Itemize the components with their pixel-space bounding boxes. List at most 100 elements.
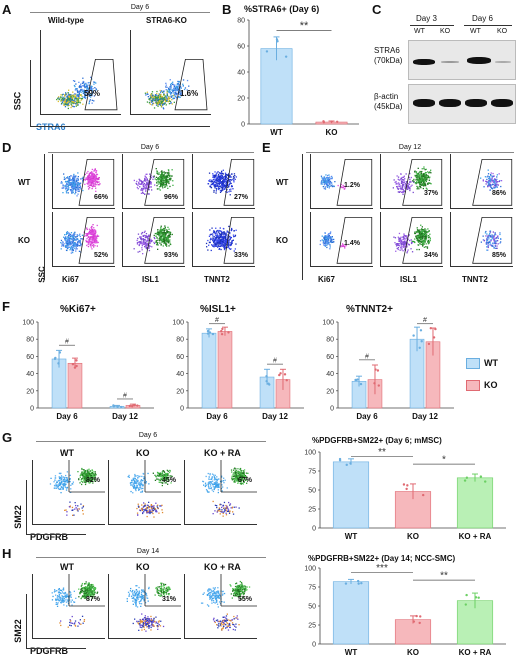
y-tick-label: 100	[304, 566, 316, 573]
y-tick-label: 60	[176, 354, 184, 361]
bar	[457, 478, 493, 528]
scatter-dots	[481, 230, 502, 250]
y-tick-label: 100	[22, 320, 34, 327]
data-point	[131, 405, 133, 407]
pct-h-ra: 55%	[238, 596, 252, 603]
panel-label-h: H	[2, 546, 11, 561]
data-point	[227, 331, 229, 333]
panel-g-day: Day 6	[118, 432, 178, 439]
data-point	[116, 406, 118, 408]
data-point	[75, 365, 77, 367]
panel-d-x-isl1: ISL1	[142, 275, 159, 284]
x-tick-label: Day 12	[112, 412, 138, 421]
sig-label: **	[300, 20, 309, 32]
panel-d-day: Day 6	[120, 144, 180, 151]
data-point	[346, 464, 348, 466]
data-point	[221, 333, 223, 335]
y-tick-label: 0	[180, 406, 184, 413]
sig-label: #	[423, 317, 427, 324]
flow-plot-a-ko	[130, 30, 211, 115]
bar	[218, 331, 232, 408]
legend-f: WT KO	[466, 352, 498, 396]
panel-a-ylabel: SSC	[12, 92, 22, 111]
y-tick-label: 0	[312, 642, 316, 649]
data-point	[419, 615, 421, 617]
data-point	[345, 582, 347, 584]
pct-d-wt-ki67: 66%	[94, 194, 108, 201]
scatter-dots	[134, 225, 174, 254]
data-point	[428, 343, 430, 345]
y-tick-label: 40	[326, 371, 334, 378]
sig-label: ***	[376, 563, 388, 574]
x-tick-label: Day 12	[412, 412, 438, 421]
sig-label: #	[65, 339, 69, 346]
sig-label: *	[442, 455, 446, 466]
data-point	[265, 380, 267, 382]
lane-ko-2: KO	[497, 28, 507, 35]
panel-c-day3: Day 3	[416, 14, 437, 23]
actin-label: β-actin	[374, 92, 398, 101]
flow-h-ko	[108, 574, 181, 639]
y-tick-label: 60	[326, 354, 334, 361]
y-tick-label: 80	[26, 337, 34, 344]
x-tick-label: Day 12	[262, 412, 288, 421]
scatter-dots	[480, 170, 502, 191]
data-point	[377, 369, 379, 371]
pct-e-wt-tnnt2: 86%	[492, 190, 506, 197]
scatter-dots	[393, 225, 431, 254]
sig-label: **	[378, 447, 386, 458]
panel-e-row-wt: WT	[276, 178, 288, 187]
y-tick-label: 75	[308, 469, 316, 476]
y-tick-label: 0	[30, 406, 34, 413]
panel-h-title-wt: WT	[60, 562, 74, 572]
data-point	[120, 406, 122, 408]
y-tick-label: 25	[308, 507, 316, 514]
bar	[333, 462, 369, 528]
data-point	[322, 120, 324, 122]
panel-label-f: F	[2, 299, 10, 314]
pct-d-ko-ki67: 52%	[94, 252, 108, 259]
scatter-dots	[134, 168, 174, 195]
flow-e-ko-ki67	[310, 212, 373, 267]
panel-d-x-tnnt2: TNNT2	[204, 275, 230, 284]
flow-h-ra	[184, 574, 257, 639]
panel-f-title-ki67: %Ki67+	[60, 304, 96, 315]
data-point	[59, 351, 61, 353]
y-tick-label: 0	[312, 526, 316, 533]
data-point	[357, 582, 359, 584]
y-tick-label: 80	[176, 337, 184, 344]
y-tick-label: 20	[176, 388, 184, 395]
panel-d-row-ko: KO	[18, 236, 30, 245]
panel-label-a: A	[2, 2, 11, 17]
data-point	[405, 488, 407, 490]
scatter-dots	[208, 170, 238, 196]
bar	[202, 333, 216, 408]
panel-f-title-tnnt2: %TNNT2+	[346, 304, 393, 315]
y-tick-label: 60	[237, 44, 245, 51]
data-point	[430, 327, 432, 329]
y-tick-label: 75	[308, 585, 316, 592]
data-point	[434, 328, 436, 330]
panel-h-title-ko: KO	[136, 562, 150, 572]
stra6-kda: (70kDa)	[374, 56, 402, 65]
x-tick-label: Day 6	[56, 412, 78, 421]
panel-e-day: Day 12	[380, 144, 440, 151]
flow-e-wt-ki67	[310, 154, 373, 209]
panel-h-day: Day 14	[118, 548, 178, 555]
gate	[85, 59, 117, 109]
data-point	[413, 620, 415, 622]
pct-d-ko-tnnt2: 33%	[234, 252, 248, 259]
flow-h-wt	[32, 574, 105, 639]
pct-d-ko-isl1: 93%	[164, 252, 178, 259]
gate	[473, 159, 512, 205]
sig-label: #	[123, 392, 127, 399]
sig-label: #	[365, 353, 369, 360]
data-point	[420, 329, 422, 331]
scatter-dots	[320, 231, 347, 249]
bar	[68, 363, 82, 408]
scatter-dots	[127, 583, 171, 632]
legend-f-wt-label: WT	[484, 358, 498, 368]
data-point	[374, 368, 376, 370]
data-point	[209, 331, 211, 333]
